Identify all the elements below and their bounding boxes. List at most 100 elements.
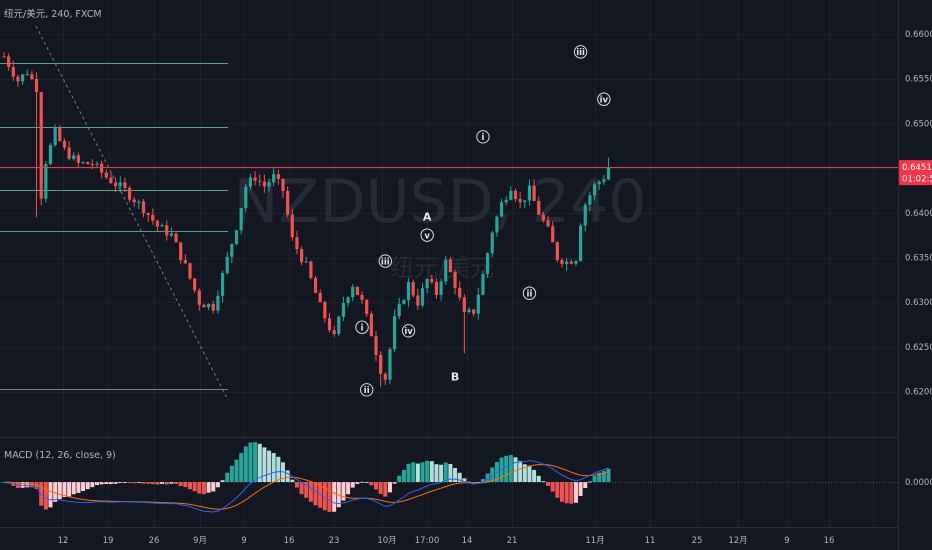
macd-histogram-bar: [522, 464, 527, 482]
macd-histogram-bar: [76, 482, 81, 493]
candle-body: [39, 92, 43, 199]
candle-body: [365, 299, 369, 314]
candle-body: [244, 186, 248, 209]
wave-label[interactable]: iii: [573, 45, 588, 59]
candle-body: [290, 214, 294, 238]
wave-label[interactable]: A: [423, 211, 432, 224]
macd-histogram-bar: [439, 464, 444, 482]
price-axis-label: 0.63000: [905, 298, 932, 308]
candle-body: [374, 336, 378, 356]
macd-histogram-bar: [290, 479, 295, 482]
candle-body: [369, 313, 373, 337]
macd-histogram-bar: [164, 482, 169, 485]
candle-body: [425, 279, 429, 289]
wave-label[interactable]: iii: [378, 254, 392, 268]
price-axis-label: 0.65500: [905, 75, 932, 85]
candle-body: [81, 162, 85, 164]
wave-label-text: i: [361, 324, 364, 334]
candle-body: [276, 174, 280, 179]
candle-body: [355, 286, 359, 295]
macd-histogram-bar: [229, 465, 234, 482]
candle-body: [30, 74, 34, 80]
macd-histogram-bar: [220, 480, 225, 482]
candle-body: [513, 190, 518, 199]
macd-histogram-bar: [550, 482, 555, 492]
macd-histogram-bar: [564, 482, 569, 504]
macd-histogram-bar: [253, 442, 258, 482]
time-axis-label: 19: [103, 536, 114, 546]
candle-body: [472, 309, 476, 314]
macd-histogram-bar: [141, 482, 146, 484]
macd-histogram-bar: [513, 457, 518, 482]
macd-histogram-bar: [34, 482, 39, 490]
macd-histogram-bar: [443, 462, 448, 482]
macd-histogram-bar: [476, 482, 481, 484]
wave-label[interactable]: i: [476, 130, 490, 144]
time-axis[interactable]: 12 19 26 9月 9 16 23 10月 17:00 14 21 11月 11 25 12月 9 16: [58, 536, 835, 546]
wave-label[interactable]: i: [355, 320, 369, 334]
wave-label[interactable]: v: [420, 228, 434, 242]
wave-label[interactable]: ii: [360, 383, 374, 397]
candle-body: [592, 184, 597, 196]
bar-countdown-label: 01:02:55: [902, 175, 932, 185]
wave-label-text: B: [451, 371, 459, 384]
candle-body: [104, 172, 108, 178]
macd-histogram-bar: [304, 482, 309, 498]
candle-body: [560, 260, 564, 265]
time-axis-label: 12月: [728, 536, 747, 546]
macd-histogram-bar: [378, 482, 383, 494]
macd-histogram-bar: [201, 482, 206, 495]
candle-body: [388, 349, 392, 380]
symbol-info[interactable]: 纽元/美元, 240, FXCM: [4, 8, 102, 20]
candle-body: [109, 177, 113, 183]
macd-histogram-bar: [206, 482, 211, 493]
wave-label-circle: [573, 45, 588, 59]
wave-label[interactable]: B: [451, 371, 459, 384]
candle-body: [434, 282, 439, 295]
fibonacci-retracement[interactable]: [0, 63, 228, 390]
macd-histogram-bar: [429, 461, 434, 482]
candle-body: [34, 79, 39, 93]
price-axis[interactable]: 0.660000.655000.650000.645000.640000.635…: [899, 30, 932, 398]
time-axis-label: 11月: [585, 536, 604, 546]
candle-body: [546, 220, 550, 227]
macd-histogram-bar: [234, 459, 239, 482]
trend-line[interactable]: [35, 25, 229, 401]
candle-body: [86, 162, 90, 165]
candle-body: [48, 144, 53, 165]
candle-body: [141, 201, 146, 214]
wave-label[interactable]: iv: [401, 324, 416, 338]
time-axis-label: 16: [824, 536, 835, 546]
macd-signal-line: [3, 463, 609, 510]
candle-body: [606, 167, 611, 180]
time-axis-label: 21: [507, 536, 518, 546]
macd-histogram-bar: [99, 482, 104, 485]
candle-body: [393, 316, 397, 350]
macd-histogram-bar: [546, 482, 551, 486]
candle-body: [262, 181, 266, 187]
macd-histogram-bar: [104, 482, 109, 485]
candle-body: [332, 330, 336, 334]
candle-body: [234, 230, 239, 244]
candle-body: [258, 180, 262, 182]
time-axis-label: 9: [784, 536, 789, 546]
candle-body: [225, 256, 229, 274]
price-axis-label: 0.66000: [905, 30, 932, 40]
candle-body: [197, 290, 201, 305]
macd-axis[interactable]: 0.00000: [905, 478, 932, 488]
candle-body: [169, 233, 173, 236]
wave-label[interactable]: iv: [597, 92, 611, 106]
candle-body: [397, 303, 401, 317]
macd-histogram-bar: [411, 462, 416, 482]
candle-body: [499, 202, 504, 217]
macd-histogram-bar: [146, 482, 151, 484]
candle-body: [379, 355, 383, 374]
last-price-label: 0.64511: [902, 163, 932, 173]
macd-histogram-bar: [188, 482, 192, 490]
wave-label[interactable]: ii: [522, 286, 537, 300]
macd-histogram-bar: [573, 482, 578, 503]
macd-indicator-label[interactable]: MACD (12, 26, close, 9): [4, 450, 116, 461]
candle-body: [569, 261, 573, 264]
